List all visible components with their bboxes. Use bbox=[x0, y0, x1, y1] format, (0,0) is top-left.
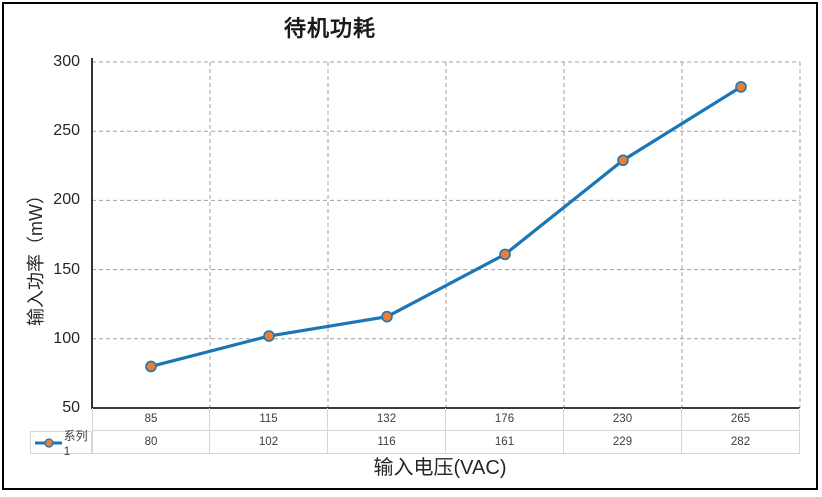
table-value-cell: 80 bbox=[92, 431, 210, 454]
legend-series-label: 系列1 bbox=[63, 429, 88, 458]
table-value-cells: 80 102 116 161 229 282 bbox=[92, 431, 800, 454]
data-point-marker bbox=[617, 154, 629, 167]
table-category-cell: 265 bbox=[682, 408, 800, 431]
data-point-marker bbox=[381, 310, 393, 323]
data-point-marker bbox=[145, 360, 157, 373]
y-tick-label: 50 bbox=[62, 399, 80, 416]
table-category-cell: 85 bbox=[92, 408, 210, 431]
table-value-cell: 282 bbox=[682, 431, 800, 454]
legend-line-marker-icon bbox=[35, 437, 62, 448]
data-table: 85 115 132 176 230 265 系列1 80 102 116 161 229 282 bbox=[30, 408, 800, 458]
table-category-cells: 85 115 132 176 230 265 bbox=[92, 408, 800, 431]
series-line bbox=[149, 85, 743, 369]
table-category-cell: 132 bbox=[328, 408, 446, 431]
y-tick-label: 150 bbox=[53, 260, 80, 278]
table-value-cell: 229 bbox=[564, 431, 682, 454]
data-point-marker bbox=[735, 81, 747, 93]
table-category-cell: 176 bbox=[446, 408, 564, 431]
table-value-cell: 102 bbox=[210, 431, 328, 454]
table-series-row: 系列1 80 102 116 161 229 282 bbox=[30, 429, 800, 458]
chart-title: 待机功耗 bbox=[283, 16, 376, 41]
y-tick-label: 200 bbox=[53, 191, 80, 209]
x-axis-title: 输入电压(VAC) bbox=[373, 457, 507, 479]
table-category-cell: 230 bbox=[564, 408, 682, 431]
table-value-cell: 116 bbox=[328, 431, 446, 454]
table-categories-row: 85 115 132 176 230 265 bbox=[30, 408, 800, 431]
data-point-marker bbox=[263, 330, 275, 342]
table-category-cell: 115 bbox=[210, 408, 328, 431]
data-point-marker bbox=[499, 248, 511, 261]
table-value-cell: 161 bbox=[446, 431, 564, 454]
y-tick-label: 100 bbox=[53, 329, 80, 347]
legend-key-cell: 系列1 bbox=[30, 429, 92, 458]
y-tick-label: 250 bbox=[53, 122, 80, 140]
y-tick-label: 300 bbox=[53, 53, 80, 70]
